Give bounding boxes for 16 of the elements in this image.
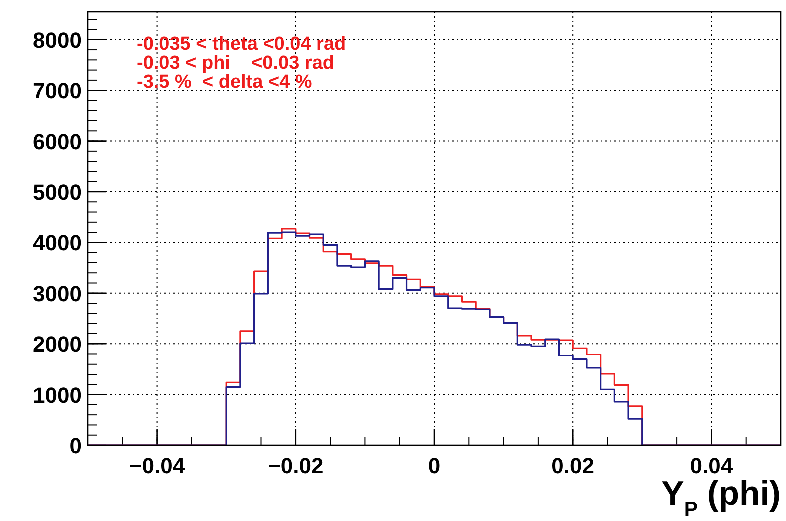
y-tick-label: 0 xyxy=(70,434,82,458)
y-tick-label: 6000 xyxy=(33,129,82,154)
x-tick-label: −0.04 xyxy=(129,454,186,478)
y-tick-label: 8000 xyxy=(33,28,82,53)
annotation: -0.035 < theta <0.04 rad xyxy=(137,34,346,55)
y-tick-label: 4000 xyxy=(33,230,82,256)
y-tick-label: 7000 xyxy=(33,78,82,104)
x-tick-label: 0.02 xyxy=(552,454,595,478)
y-tick-label: 1000 xyxy=(33,382,82,408)
annotation: -0.03 < phi <0.03 rad xyxy=(137,53,334,74)
x-tick-label: −0.02 xyxy=(268,454,324,478)
annotation: -3.5 % < delta <4 % xyxy=(137,72,312,93)
x-tick-label: 0 xyxy=(428,454,441,478)
y-tick-label: 2000 xyxy=(33,332,82,358)
y-tick-label: 5000 xyxy=(33,180,82,205)
y-tick-label: 3000 xyxy=(33,281,82,306)
